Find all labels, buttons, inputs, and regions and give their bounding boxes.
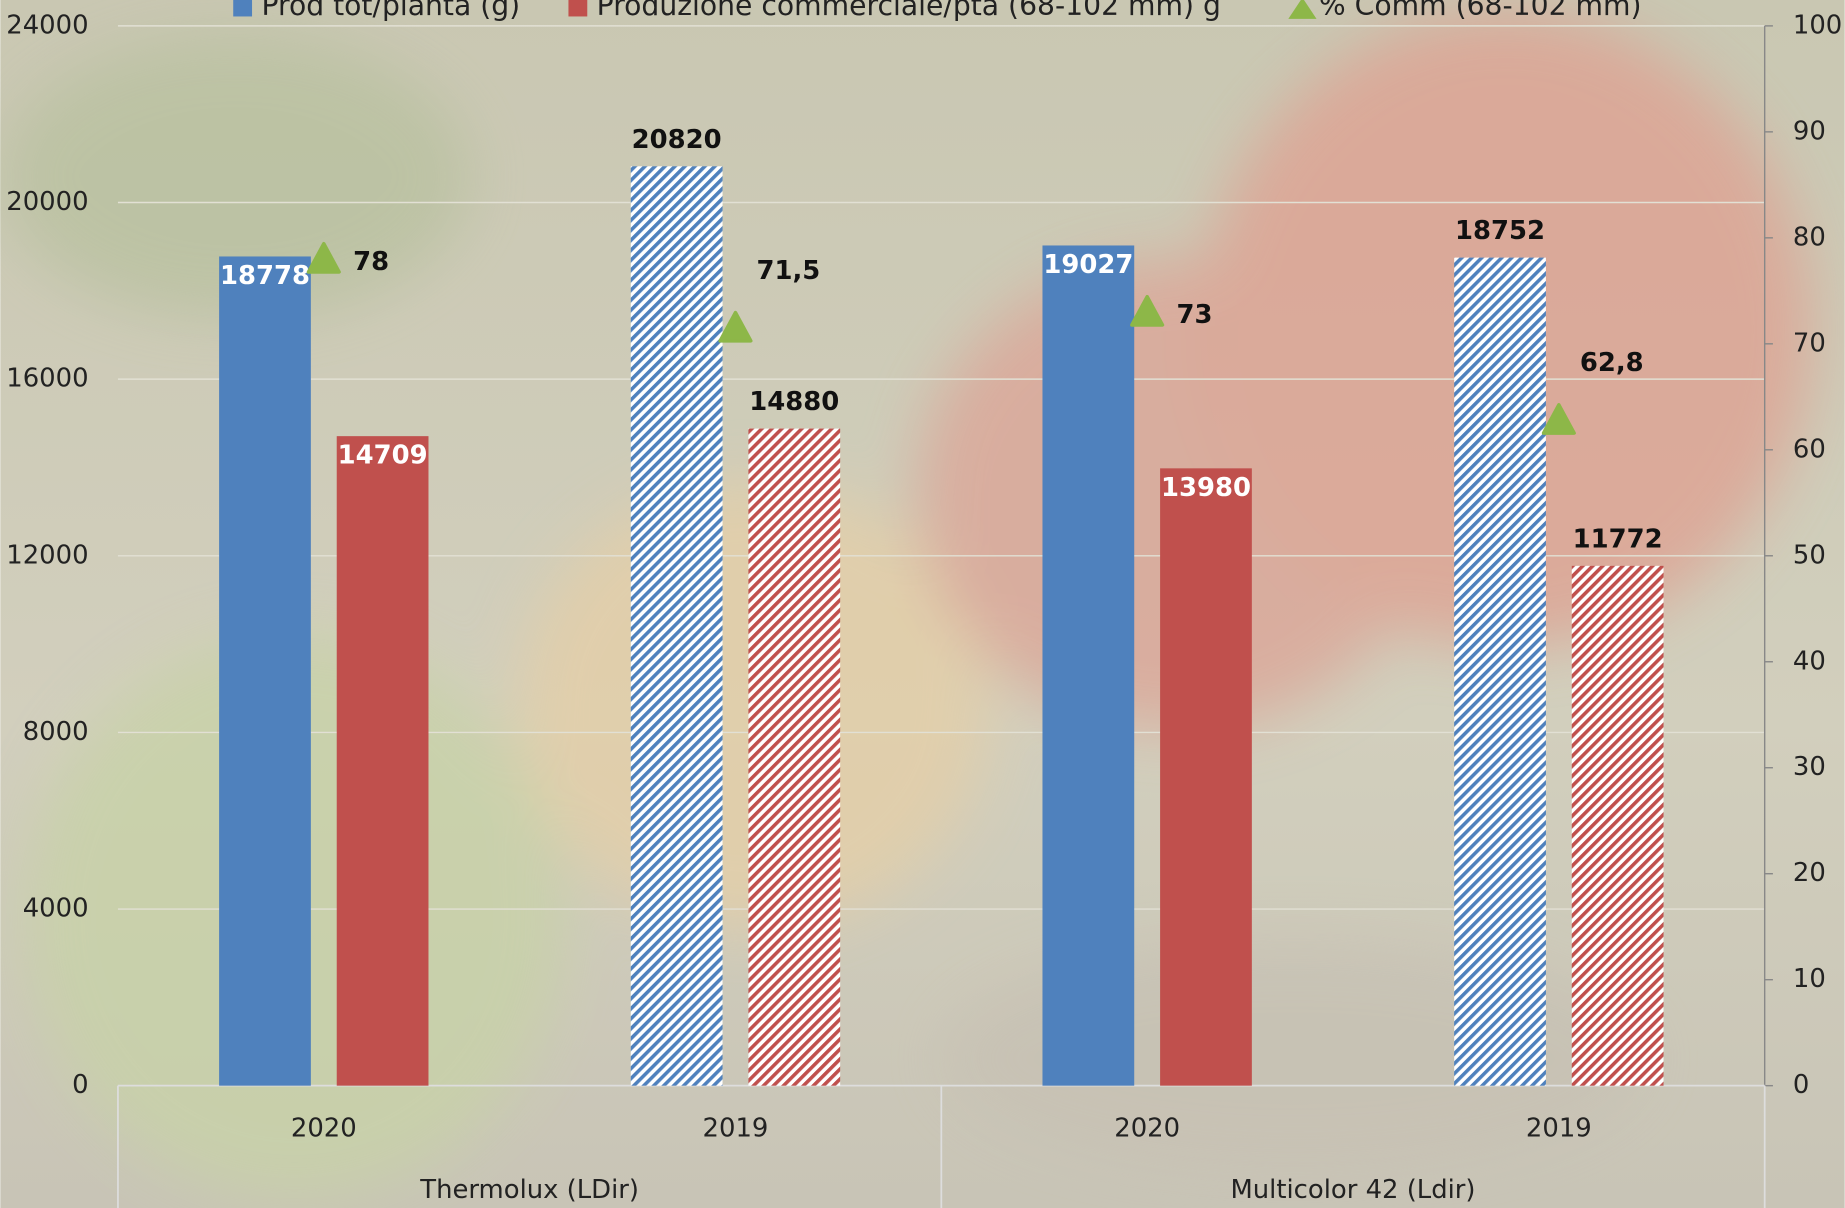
- marker-value-label: 78: [353, 247, 389, 277]
- legend-swatch: [568, 0, 587, 16]
- bar-value-label: 20820: [632, 125, 722, 155]
- legend-label: Produzione commerciale/pta (68-102 mm) g: [597, 0, 1221, 22]
- legend-label: % Comm (68-102 mm): [1319, 0, 1642, 22]
- bar: [1454, 258, 1546, 1086]
- y-tick-label: 12000: [6, 540, 88, 570]
- legend-swatch: [233, 0, 252, 16]
- x-tick-label: 2019: [703, 1114, 769, 1144]
- y-tick-label: 4000: [23, 894, 89, 924]
- y2-tick-label: 50: [1793, 540, 1826, 570]
- y2-tick-label: 0: [1793, 1070, 1809, 1100]
- bar-value-label: 14880: [749, 387, 839, 417]
- y-tick-label: 0: [72, 1070, 88, 1100]
- marker-value-label: 73: [1177, 300, 1213, 330]
- bar: [631, 166, 723, 1085]
- y2-tick-label: 20: [1793, 858, 1826, 888]
- bar-value-label: 19027: [1043, 250, 1133, 280]
- y2-tick-label: 80: [1793, 222, 1826, 252]
- x-tick-label: 2019: [1526, 1114, 1592, 1144]
- y2-tick-label: 70: [1793, 328, 1826, 358]
- y-tick-label: 20000: [6, 187, 88, 217]
- group-label: Multicolor 42 (Ldir): [1230, 1175, 1475, 1205]
- y2-tick-label: 60: [1793, 434, 1826, 464]
- group-label: Thermolux (LDir): [419, 1175, 639, 1205]
- chart: 0 4000 8000 12000 16000 20000 24000 0 10 20 30 40 50…: [0, 0, 1845, 1208]
- y-tick-label: 24000: [6, 10, 88, 40]
- bar: [219, 256, 311, 1085]
- legend-label: Prod tot/pianta (g): [261, 0, 520, 22]
- y2-tick-label: 10: [1793, 964, 1826, 994]
- bar: [337, 436, 429, 1086]
- bar-value-label: 18752: [1455, 216, 1545, 246]
- bar-value-label: 13980: [1161, 473, 1251, 503]
- bar-value-label: 14709: [338, 441, 428, 471]
- bar-value-label: 11772: [1573, 524, 1663, 554]
- y-tick-label: 16000: [6, 364, 88, 394]
- x-tick-label: 2020: [1114, 1114, 1180, 1144]
- y2-tick-label: 30: [1793, 752, 1826, 782]
- y2-tick-label: 90: [1793, 116, 1826, 146]
- y2-tick-label: 40: [1793, 646, 1826, 676]
- bar-value-label: 18778: [220, 261, 310, 291]
- bar: [1572, 566, 1664, 1086]
- marker-value-label: 62,8: [1580, 348, 1644, 378]
- bar: [1160, 468, 1252, 1085]
- y2-tick-label: 100: [1793, 10, 1842, 40]
- y-tick-label: 8000: [23, 717, 89, 747]
- marker-value-label: 71,5: [757, 256, 821, 286]
- bar: [748, 429, 840, 1086]
- x-tick-label: 2020: [291, 1114, 357, 1144]
- bar: [1042, 245, 1134, 1085]
